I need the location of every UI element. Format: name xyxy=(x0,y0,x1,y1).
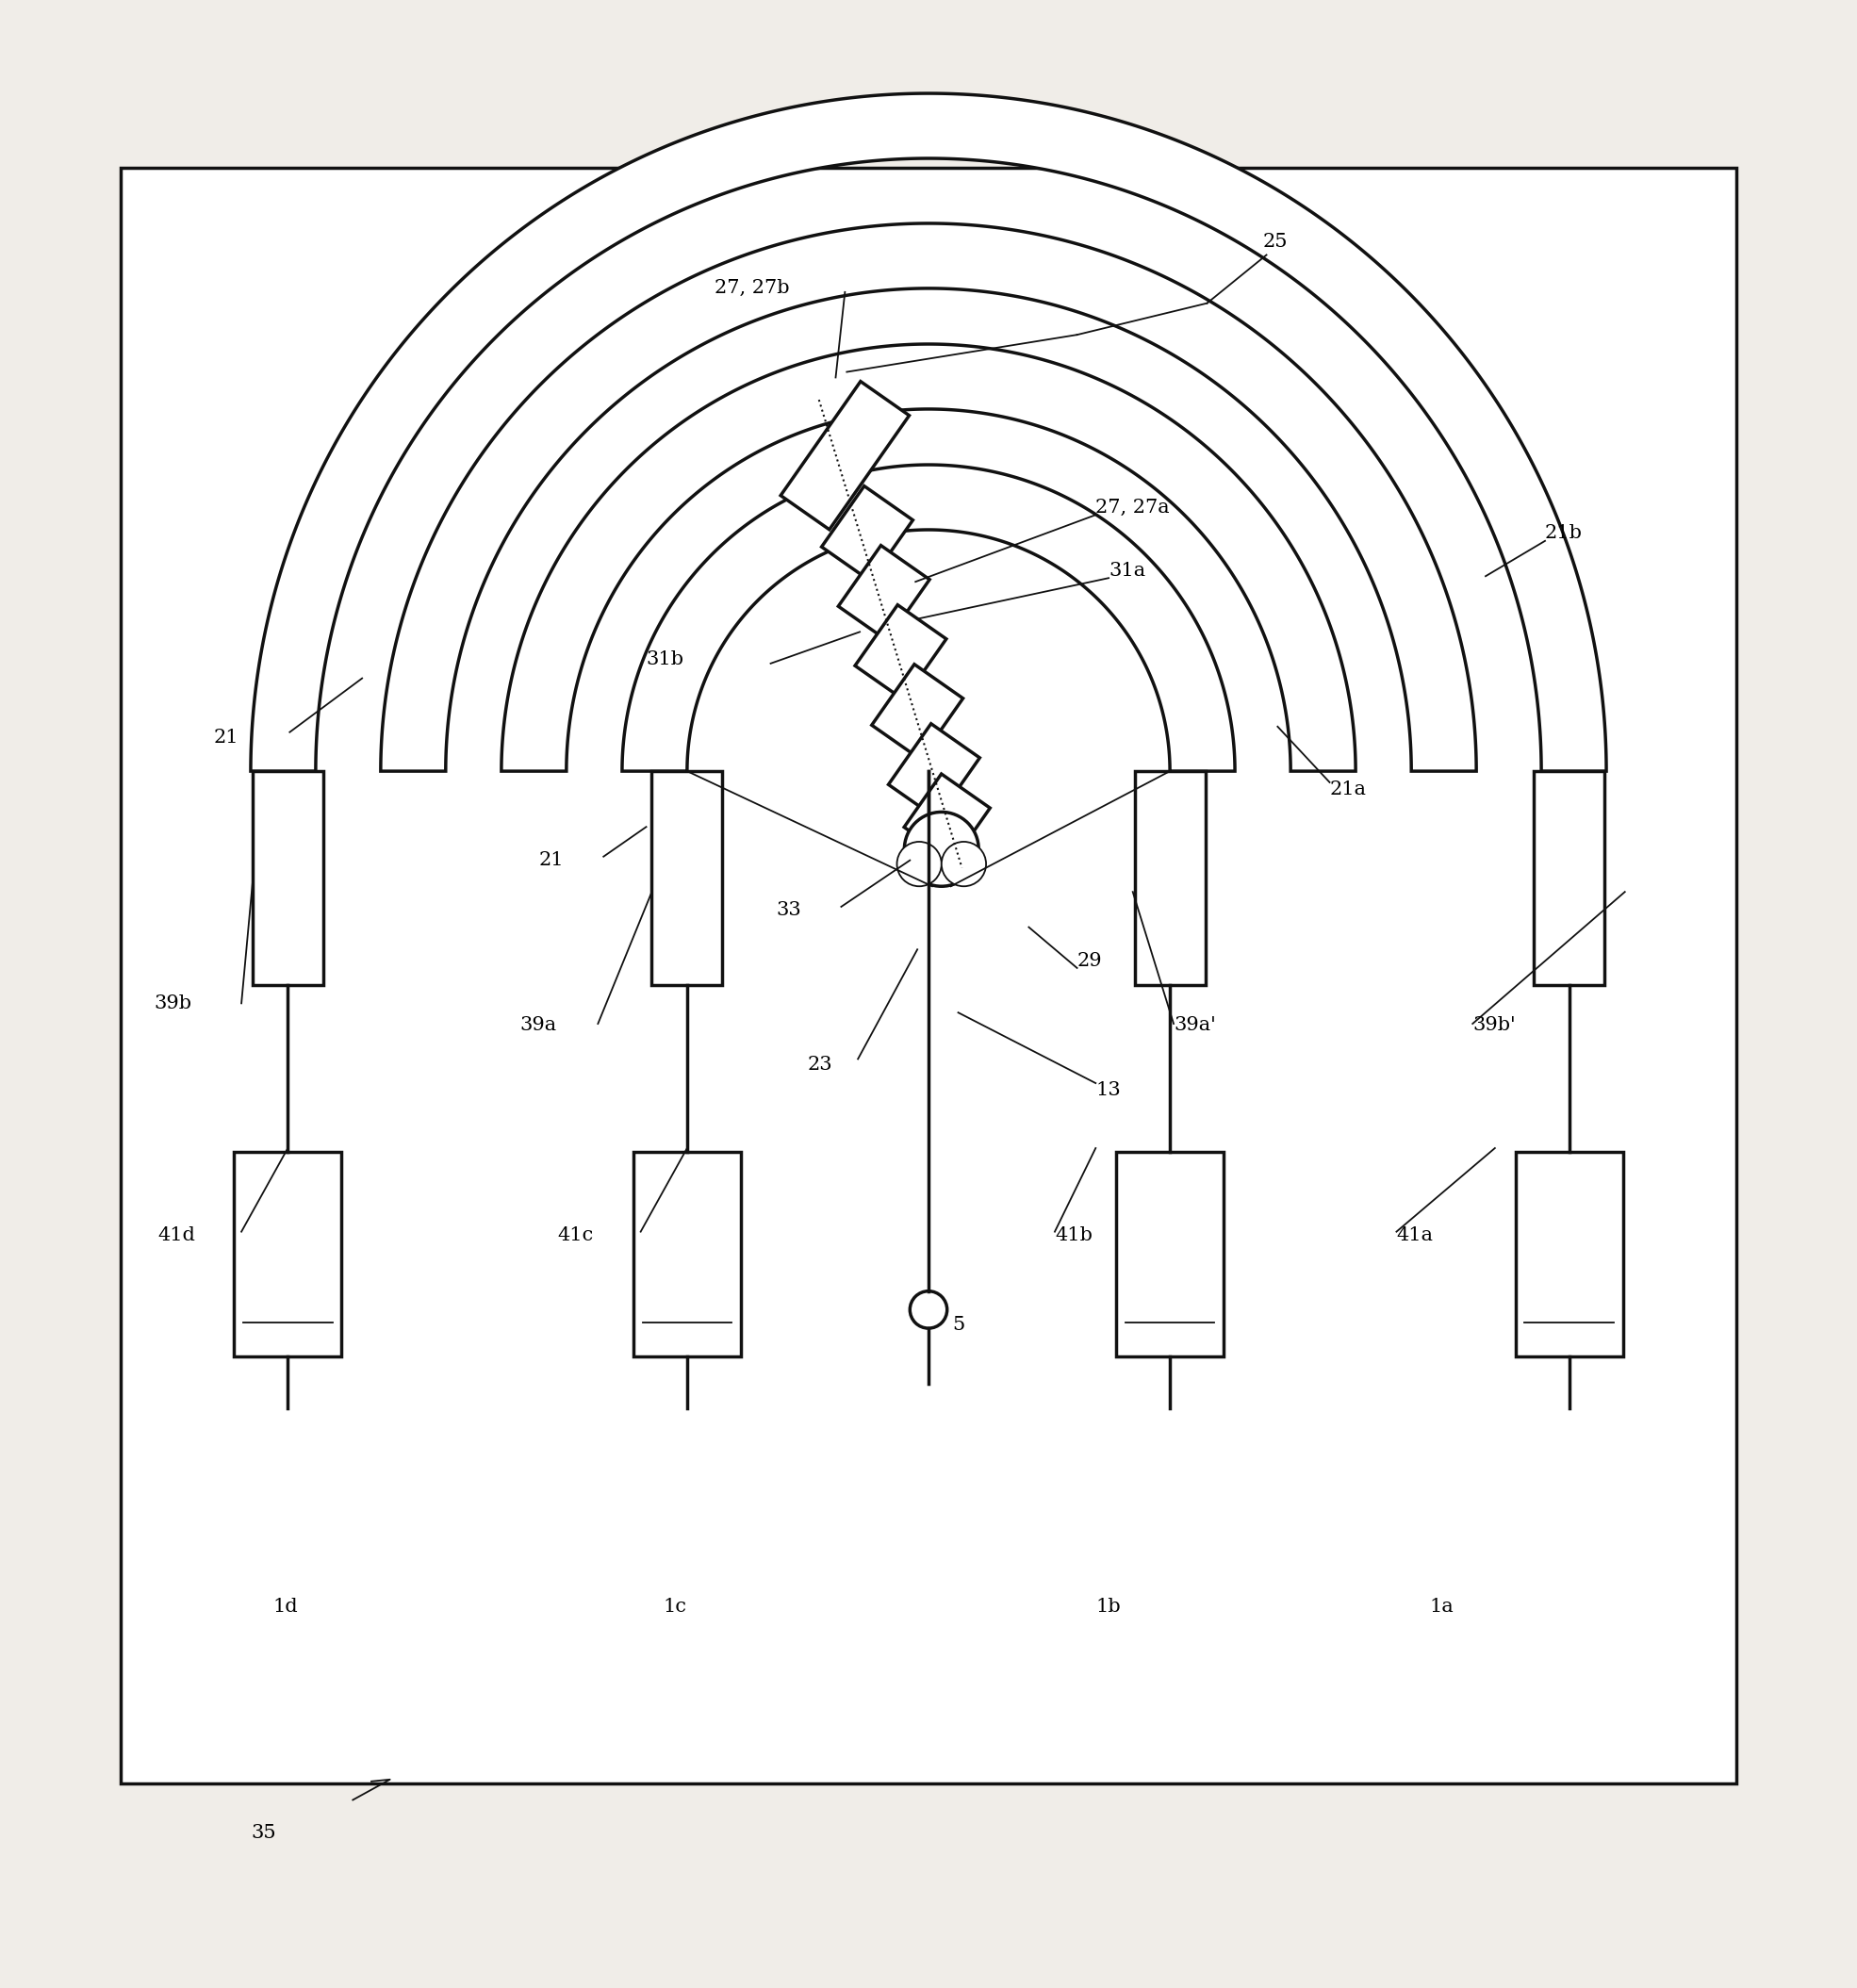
Text: 27, 27a: 27, 27a xyxy=(1096,499,1170,517)
Bar xyxy=(121,167,1736,1783)
Text: 35: 35 xyxy=(251,1825,277,1843)
Polygon shape xyxy=(821,485,914,580)
Text: 39b': 39b' xyxy=(1473,1016,1515,1034)
Text: 33: 33 xyxy=(776,901,802,918)
Text: 39a': 39a' xyxy=(1174,1016,1216,1034)
Circle shape xyxy=(897,841,941,887)
Text: 21: 21 xyxy=(214,730,240,747)
Text: 1d: 1d xyxy=(273,1598,299,1616)
Text: 41b: 41b xyxy=(1055,1227,1092,1244)
Polygon shape xyxy=(838,545,930,640)
Bar xyxy=(253,771,323,984)
Text: 39a: 39a xyxy=(520,1016,557,1034)
Text: 21a: 21a xyxy=(1330,781,1367,799)
Polygon shape xyxy=(622,465,1235,771)
Text: 23: 23 xyxy=(808,1056,834,1074)
Polygon shape xyxy=(888,724,980,819)
Text: 25: 25 xyxy=(1263,233,1287,250)
Circle shape xyxy=(941,841,986,887)
Bar xyxy=(1515,1151,1623,1356)
Text: 1c: 1c xyxy=(663,1598,687,1616)
Text: 31b: 31b xyxy=(646,650,683,668)
Text: 41d: 41d xyxy=(158,1227,195,1244)
Text: 21b: 21b xyxy=(1545,525,1582,543)
Polygon shape xyxy=(381,223,1476,771)
Text: 21: 21 xyxy=(539,851,565,869)
Polygon shape xyxy=(904,773,990,861)
Text: 13: 13 xyxy=(1096,1081,1122,1099)
Text: 27, 27b: 27, 27b xyxy=(715,280,789,298)
Text: 1b: 1b xyxy=(1096,1598,1122,1616)
Circle shape xyxy=(904,811,979,887)
Text: 5: 5 xyxy=(953,1316,966,1334)
Circle shape xyxy=(910,1290,947,1328)
Bar xyxy=(633,1151,741,1356)
Text: 41c: 41c xyxy=(557,1227,592,1244)
Polygon shape xyxy=(501,344,1356,771)
Text: 1a: 1a xyxy=(1430,1598,1454,1616)
Bar xyxy=(1116,1151,1224,1356)
Polygon shape xyxy=(871,664,964,759)
Text: 39b: 39b xyxy=(154,994,191,1012)
Bar xyxy=(234,1151,342,1356)
Text: 31a: 31a xyxy=(1109,563,1146,580)
Polygon shape xyxy=(854,604,947,700)
Bar xyxy=(1534,771,1604,984)
Text: 41a: 41a xyxy=(1396,1227,1434,1244)
Polygon shape xyxy=(780,382,910,529)
Text: 29: 29 xyxy=(1077,952,1103,970)
Polygon shape xyxy=(251,93,1606,771)
Bar xyxy=(1135,771,1205,984)
Bar xyxy=(652,771,722,984)
